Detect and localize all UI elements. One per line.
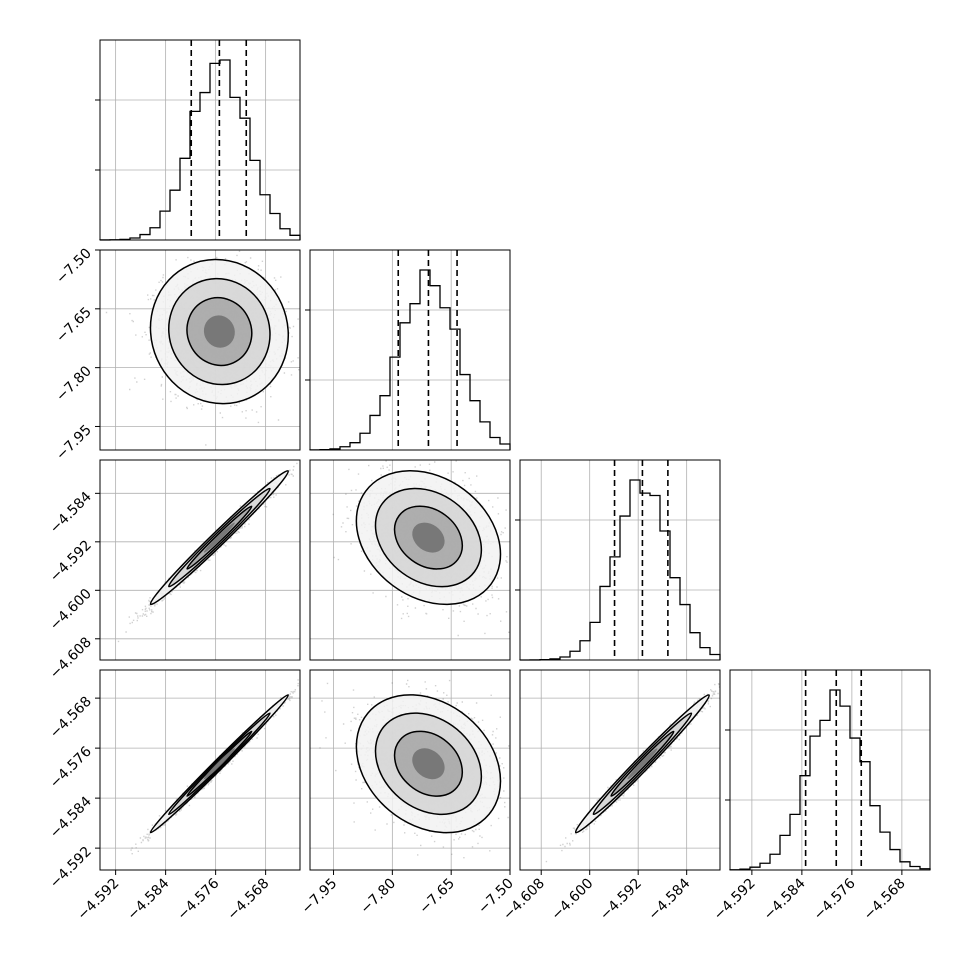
x-tick-label: −7.80 <box>358 876 400 918</box>
y-tick-label: −4.576 <box>47 744 95 792</box>
scatter-panel-4-2 <box>309 669 511 871</box>
panel-frame <box>519 459 721 661</box>
histogram-bars <box>519 479 721 661</box>
x-tick-label: −4.568 <box>861 876 909 924</box>
panel-frame <box>729 669 931 871</box>
y-tick-label: −4.584 <box>47 489 95 537</box>
histogram-panel-3 <box>515 459 721 661</box>
histogram-panel-4 <box>725 669 931 871</box>
x-tick-label: −4.568 <box>225 876 273 924</box>
panel-frame <box>309 669 511 871</box>
x-tick-label: −7.65 <box>416 876 458 918</box>
histogram-panel-1 <box>95 39 301 241</box>
panel-frame <box>99 39 301 241</box>
y-tick-label: −7.80 <box>53 363 95 405</box>
panel-frame <box>99 249 301 451</box>
y-tick-label: −4.592 <box>47 844 95 892</box>
x-tick-label: −4.592 <box>711 876 759 924</box>
x-tick-label: −4.576 <box>175 875 223 923</box>
histogram-bars <box>99 59 301 241</box>
x-tick-label: −4.592 <box>597 876 645 924</box>
scatter-panel-2-1 <box>99 249 301 451</box>
x-tick-label: −4.600 <box>549 876 597 924</box>
panel-frame <box>309 249 511 451</box>
panel-frame <box>519 669 721 871</box>
density-contour <box>203 522 235 553</box>
y-tick-label: −4.608 <box>47 634 95 682</box>
panel-frame <box>99 669 301 871</box>
panel-frame <box>99 459 301 661</box>
density-contour <box>412 522 445 553</box>
scatter-panel-4-1 <box>99 669 301 871</box>
x-tick-label: −4.584 <box>125 875 173 923</box>
y-tick-label: −7.95 <box>53 422 95 464</box>
density-contour <box>203 315 235 348</box>
density-contour <box>203 748 235 780</box>
x-tick-label: −7.95 <box>299 876 341 918</box>
histogram-bars <box>729 689 931 871</box>
x-tick-label: −4.576 <box>811 875 859 923</box>
y-tick-label: −4.592 <box>47 537 95 585</box>
y-tick-label: −7.65 <box>53 304 95 346</box>
density-contour <box>412 748 445 780</box>
scatter-panel-3-2 <box>309 459 511 661</box>
histogram-panel-2 <box>305 249 511 451</box>
x-tick-label: −4.584 <box>761 875 809 923</box>
scatter-panel-4-3 <box>519 669 721 871</box>
histogram-bars <box>309 269 511 451</box>
panel-frame <box>309 459 511 661</box>
y-tick-label: −4.568 <box>47 694 95 742</box>
y-tick-label: −4.600 <box>47 586 95 634</box>
x-tick-label: −4.584 <box>646 875 694 923</box>
density-contour <box>627 748 658 780</box>
y-tick-label: −4.584 <box>47 794 95 842</box>
scatter-panel-3-1 <box>99 459 301 661</box>
x-tick-label: −4.592 <box>75 876 123 924</box>
y-tick-label: −7.50 <box>53 246 95 288</box>
